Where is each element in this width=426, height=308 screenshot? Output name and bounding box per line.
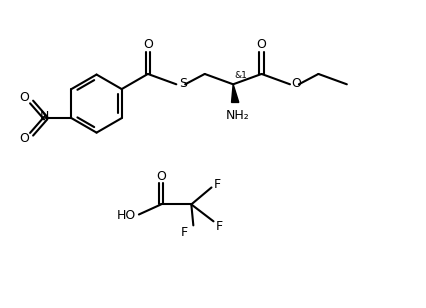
Text: F: F xyxy=(213,178,221,191)
Text: HO: HO xyxy=(117,209,136,222)
Polygon shape xyxy=(231,84,238,103)
Text: &1: &1 xyxy=(233,71,246,80)
Text: S: S xyxy=(178,77,186,90)
Text: F: F xyxy=(181,226,187,239)
Text: O: O xyxy=(143,38,153,51)
Text: N: N xyxy=(40,110,49,124)
Text: O: O xyxy=(156,170,166,183)
Text: F: F xyxy=(216,220,223,233)
Text: O: O xyxy=(256,38,266,51)
Text: NH₂: NH₂ xyxy=(225,109,248,122)
Text: O: O xyxy=(291,77,301,90)
Text: O: O xyxy=(19,132,29,145)
Text: O: O xyxy=(19,91,29,104)
